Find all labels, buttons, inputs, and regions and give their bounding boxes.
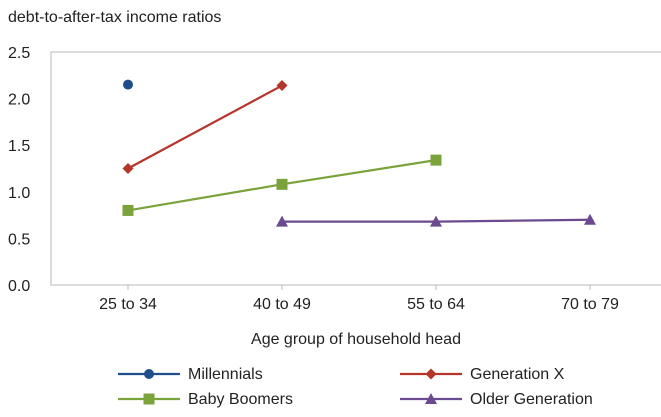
plot-frame [50, 51, 661, 286]
y-tick-label: 0.0 [8, 278, 30, 295]
data-point [122, 163, 134, 174]
legend-marker [144, 369, 154, 379]
x-tick-label: 70 to 79 [561, 296, 619, 313]
data-point [430, 215, 442, 227]
y-tick-label: 1.0 [8, 185, 30, 202]
data-point [430, 154, 442, 166]
legend-label: Baby Boomers [188, 391, 293, 408]
legend-label: Generation X [470, 366, 565, 383]
data-point [122, 204, 134, 216]
data-point [584, 213, 596, 225]
data-point [276, 215, 288, 227]
series-millennials [123, 79, 133, 90]
y-tick-label: 0.5 [8, 231, 30, 248]
data-point [123, 79, 133, 90]
y-axis-ticks: 0.0 0.5 1.0 1.5 2.0 2.5 [8, 45, 30, 295]
y-tick-label: 2.5 [8, 45, 30, 62]
legend-marker [143, 393, 155, 405]
y-tick-label: 2.0 [8, 92, 30, 109]
legend-item: Millennials [118, 366, 263, 383]
series-generation-x [122, 80, 288, 174]
x-tick-label: 40 to 49 [253, 296, 311, 313]
series-baby-boomers [122, 154, 442, 216]
legend-marker [425, 393, 437, 404]
legend-item: Older Generation [400, 391, 593, 408]
x-axis-title: Age group of household head [251, 331, 461, 348]
legend-item: Baby Boomers [118, 391, 293, 408]
x-tick-label: 55 to 64 [407, 296, 465, 313]
legend-label: Millennials [188, 366, 263, 383]
data-point [276, 178, 288, 190]
x-tick-label: 25 to 34 [99, 296, 157, 313]
y-axis-title: debt-to-after-tax income ratios [8, 9, 221, 26]
data-point [276, 80, 288, 92]
series-line [127, 84, 283, 170]
legend-label: Older Generation [470, 391, 593, 408]
legend-item: Generation X [400, 366, 565, 383]
legend-marker [425, 368, 437, 380]
legend: Millennials Generation X Baby Boomers Older… [118, 366, 593, 408]
x-axis-ticks: 25 to 34 40 to 49 55 to 64 70 to 79 [99, 285, 619, 313]
y-tick-label: 1.5 [8, 138, 30, 155]
series-older-generation [276, 213, 596, 227]
series-layer [122, 79, 596, 227]
